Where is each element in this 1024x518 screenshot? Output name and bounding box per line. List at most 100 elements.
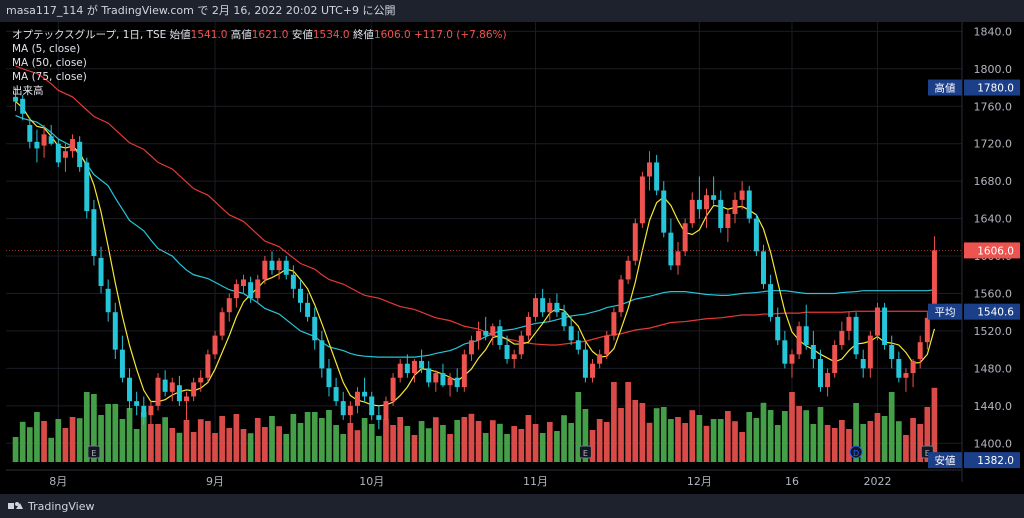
volume-bar — [361, 418, 368, 462]
candle-body — [896, 359, 902, 378]
candle-body — [248, 282, 254, 299]
candle-body — [312, 316, 318, 341]
candlestick-chart[interactable]: 1840.01800.01760.01720.01680.01640.01600… — [0, 22, 1024, 494]
legend-ma75[interactable]: MA (75, close) — [12, 71, 87, 83]
volume-bar — [895, 421, 902, 462]
candle-body — [440, 373, 446, 386]
ma75-line — [15, 65, 935, 346]
candle-body — [134, 401, 140, 406]
volume-bar — [205, 421, 211, 462]
candle-body — [625, 260, 631, 280]
candle-body — [162, 379, 168, 392]
volume-bar — [69, 417, 76, 462]
candle-body — [105, 288, 111, 313]
publish-header: masa117_114 が TradingView.com で 2月 16, 2… — [0, 0, 1024, 22]
volume-bar — [703, 425, 710, 462]
candle-body — [725, 213, 731, 228]
close-value: 1606.0 — [373, 29, 411, 41]
candle-body — [383, 401, 389, 420]
candle-body — [354, 391, 360, 406]
volume-bar — [924, 407, 931, 462]
volume-bar — [311, 412, 318, 462]
volume-bar — [717, 419, 724, 462]
candle-body — [782, 340, 788, 364]
volume-bar — [774, 425, 781, 462]
volume-bar — [183, 420, 190, 462]
candle-body — [98, 257, 104, 286]
volume-bar — [383, 419, 389, 462]
volume-bar — [105, 404, 112, 462]
volume-bar — [390, 425, 396, 462]
volume-bar — [290, 414, 297, 462]
current-price-tag-value-bg — [964, 242, 1020, 259]
candle-body — [290, 274, 296, 289]
legend-ma5[interactable]: MA (5, close) — [12, 43, 81, 55]
volume-bar — [62, 428, 69, 462]
volume-bar — [853, 403, 859, 462]
candle-body — [525, 316, 531, 336]
legend-volume[interactable]: 出来高 — [12, 85, 44, 97]
volume-bar — [297, 423, 304, 462]
event-marker-label: E — [91, 449, 96, 458]
volume-bar — [240, 429, 247, 462]
volume-bar — [340, 434, 347, 462]
volume-bar — [140, 412, 147, 462]
tradingview-logo[interactable]: TradingView — [8, 500, 94, 513]
volume-bar — [375, 436, 382, 462]
y-tick-label: 1840.0 — [974, 25, 1013, 38]
y-tick-label: 1400.0 — [974, 437, 1013, 450]
volume-bar — [347, 423, 354, 462]
volume-bar — [12, 437, 19, 462]
candle-body — [732, 199, 738, 214]
low-tag-value-bg — [964, 452, 1020, 469]
candle-body — [255, 279, 261, 299]
volume-bar — [91, 394, 97, 462]
candle-body — [632, 223, 638, 261]
candle-body — [668, 232, 674, 266]
candle-body — [846, 316, 852, 331]
avg-tag-value-bg — [964, 303, 1020, 320]
chart-area[interactable]: 1840.01800.01760.01720.01680.01640.01600… — [0, 22, 1024, 494]
candle-body — [739, 190, 745, 200]
volume-bar — [326, 410, 332, 462]
y-tick-label: 1520.0 — [974, 325, 1013, 338]
candle-body — [860, 359, 866, 369]
volume-bar — [155, 424, 161, 462]
high-tag-value-bg — [964, 79, 1020, 96]
volume-bar — [41, 421, 47, 462]
candle-body — [77, 141, 83, 168]
candle-body — [760, 251, 766, 285]
candle-body — [305, 302, 311, 317]
volume-bar — [603, 422, 610, 462]
volume-bar — [254, 418, 261, 462]
volume-bar — [561, 415, 567, 462]
volume-bar — [133, 429, 140, 462]
volume-bar — [803, 410, 810, 462]
volume-bar — [831, 428, 838, 462]
y-tick-label: 1560.0 — [974, 287, 1013, 300]
candle-body — [41, 134, 47, 146]
candle-body — [176, 385, 182, 402]
legend-ma50[interactable]: MA (50, close) — [12, 57, 87, 69]
candle-body — [376, 415, 382, 420]
candle-body — [340, 401, 346, 416]
footer-bar: TradingView — [0, 494, 1024, 518]
volume-bar — [881, 416, 888, 462]
candle-body — [817, 359, 823, 388]
candle-body — [112, 312, 118, 350]
candle-body — [148, 405, 154, 416]
candle-body — [718, 199, 724, 228]
candle-body — [931, 250, 937, 312]
x-tick-label: 12月 — [687, 475, 712, 488]
volume-bar — [732, 421, 738, 462]
candle-body — [825, 373, 831, 388]
volume-bar — [411, 435, 418, 462]
y-tick-label: 1480.0 — [974, 362, 1013, 375]
candle-body — [889, 344, 895, 360]
volume-bar — [696, 415, 703, 462]
volume-bar — [226, 428, 233, 462]
change-value: +117.0 (+7.86%) — [414, 29, 507, 41]
candle-body — [867, 335, 873, 369]
y-tick-label: 1440.0 — [974, 400, 1013, 413]
volume-bar — [169, 428, 176, 462]
